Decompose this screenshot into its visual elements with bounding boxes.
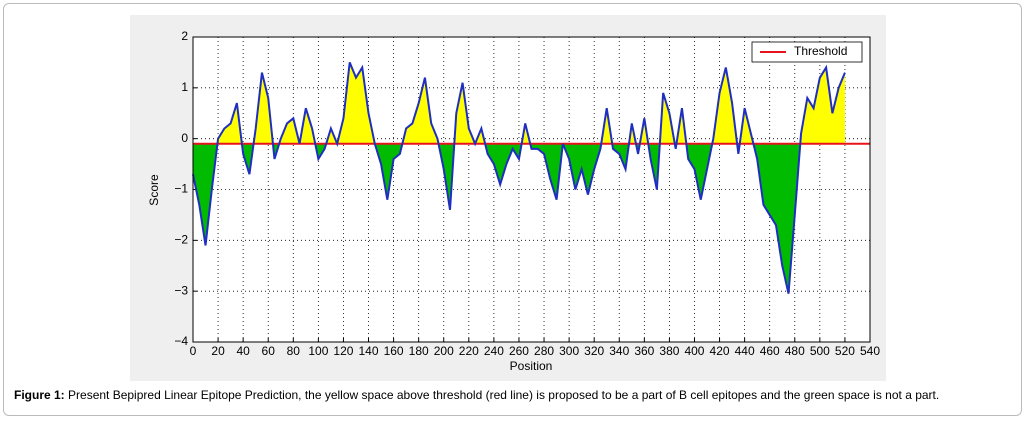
x-tick-label: 280 [534,344,554,358]
x-tick-label: 180 [409,344,429,358]
x-tick-label: 460 [760,344,780,358]
x-tick-label: 140 [359,344,379,358]
y-tick-label: −2 [174,233,188,247]
y-tick-label: 1 [181,80,188,94]
x-tick-label: 340 [609,344,629,358]
x-tick-label: 240 [484,344,504,358]
caption: Figure 1: Present Bepipred Linear Epitop… [14,388,939,402]
x-tick-label: 160 [384,344,404,358]
x-tick-label: 380 [659,344,679,358]
x-tick-label: 540 [860,344,880,358]
legend-box [751,41,863,63]
caption-text: Present Bepipred Linear Epitope Predicti… [68,388,940,402]
x-tick-label: 200 [434,344,454,358]
x-tick-label: 220 [459,344,479,358]
y-tick-label: −4 [174,334,188,348]
y-tick-label: 2 [181,29,188,43]
x-tick-label: 440 [735,344,755,358]
x-tick-label: 0 [190,344,197,358]
x-tick-label: 360 [634,344,654,358]
area-below [193,143,845,294]
x-tick-label: 60 [262,344,276,358]
x-tick-label: 40 [236,344,250,358]
y-axis-label: Score [147,174,161,206]
area-above [193,62,845,144]
x-tick-label: 480 [785,344,805,358]
x-tick-label: 520 [835,344,855,358]
x-axis-label: Position [510,359,553,373]
x-tick-label: 420 [710,344,730,358]
y-tick-label: −1 [174,182,188,196]
x-tick-label: 260 [509,344,529,358]
x-tick-label: 320 [584,344,604,358]
figure-frame [3,3,1022,416]
plot-frame [192,36,871,343]
x-tick-label: 300 [559,344,579,358]
x-tick-label: 100 [308,344,328,358]
x-tick-label: 80 [287,344,301,358]
x-tick-label: 400 [684,344,704,358]
score-line [192,62,846,294]
x-tick-label: 500 [810,344,830,358]
legend-label: Threshold [794,44,847,58]
y-tick-label: −3 [174,283,188,297]
x-tick-label: 120 [333,344,353,358]
chart: Position Score 0 20 40 60 80 100 120 140 160 180 2… [130,15,886,381]
x-tick-label: 20 [211,344,225,358]
y-tick-label: 0 [181,131,188,145]
caption-label: Figure 1: [14,388,65,402]
